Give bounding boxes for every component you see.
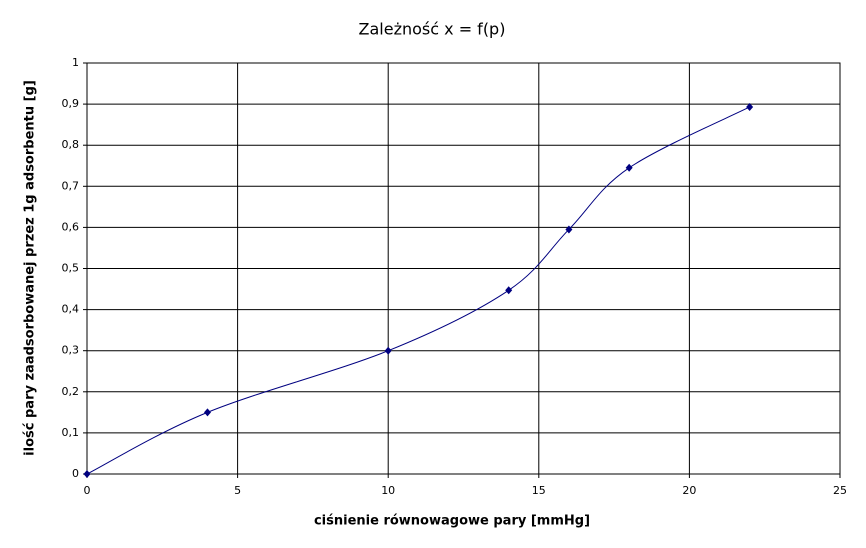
- x-tick-label: 25: [833, 484, 847, 497]
- y-tick-label: 0,9: [62, 97, 80, 110]
- x-tick-label: 0: [84, 484, 91, 497]
- y-tick-label: 0,8: [62, 138, 80, 151]
- y-tick-label: 1: [72, 56, 79, 69]
- x-tick-label: 10: [381, 484, 395, 497]
- y-tick-label: 0,5: [62, 262, 80, 275]
- y-tick-label: 0,2: [62, 385, 80, 398]
- data-point: [565, 225, 573, 234]
- data-point: [384, 346, 392, 355]
- data-point: [83, 470, 91, 478]
- y-tick-label: 0: [72, 467, 79, 480]
- y-tick-label: 0,7: [62, 179, 80, 192]
- y-tick-label: 0,4: [62, 303, 80, 316]
- x-tick-label: 5: [234, 484, 241, 497]
- x-tick-label: 20: [682, 484, 696, 497]
- chart-title: Zależność x = f(p): [359, 20, 506, 39]
- y-tick-label: 0,3: [62, 344, 80, 357]
- plot-border: [86, 62, 841, 475]
- data-point: [203, 408, 211, 417]
- x-axis-label: ciśnienie równowagowe pary [mmHg]: [314, 514, 590, 529]
- y-axis-label: ilość pary zaadsorbowanej przez 1g adsor…: [23, 80, 38, 456]
- data-point: [625, 163, 633, 172]
- data-point: [746, 102, 754, 111]
- x-tick-label: 15: [532, 484, 546, 497]
- y-tick-label: 0,1: [62, 426, 80, 439]
- y-tick-label: 0,6: [62, 220, 80, 233]
- data-point: [505, 286, 513, 295]
